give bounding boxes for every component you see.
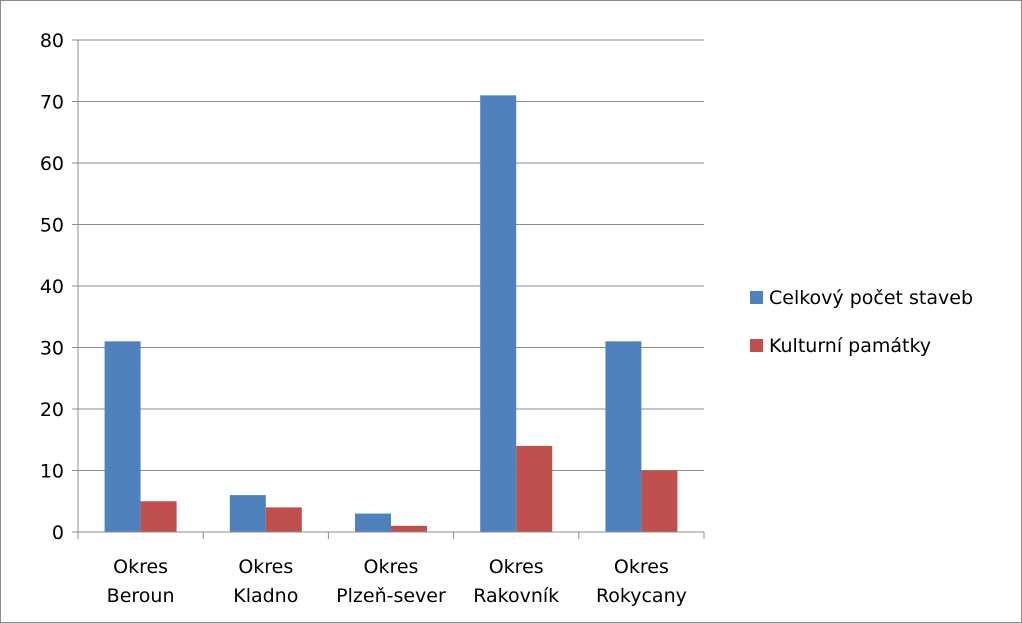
x-category-label: Plzeň-sever	[336, 585, 446, 607]
bar-total-0	[104, 341, 141, 532]
bar-monuments-1	[265, 507, 302, 532]
bar-monuments-4	[641, 470, 678, 532]
x-category-label: Rokycany	[596, 585, 687, 607]
y-tick-label: 30	[40, 338, 64, 360]
legend: Celkový počet staveb Kulturní památky	[750, 287, 973, 357]
legend-label: Kulturní památky	[769, 335, 931, 357]
y-tick-label: 50	[40, 215, 64, 237]
legend-swatch	[750, 339, 763, 352]
gridlines	[78, 39, 704, 471]
x-category-labels: Okres Beroun Okres Kladno Okres Plzeň-sever Ok…	[107, 556, 687, 607]
y-tick-label: 80	[40, 30, 64, 52]
x-category-label: Rakovník	[473, 585, 559, 607]
y-tick-labels: 0 10 20 30 40 50 60 70 80	[40, 30, 64, 544]
bar-total-2	[355, 513, 391, 532]
y-tick-label: 0	[52, 522, 64, 544]
bar-monuments-3	[516, 445, 553, 532]
x-category-label: Okres	[614, 556, 669, 578]
legend-swatch	[750, 291, 763, 304]
x-category-label: Okres	[489, 556, 544, 578]
x-category-label: Okres	[113, 556, 168, 578]
legend-label: Celkový počet staveb	[769, 287, 973, 309]
x-category-label: Beroun	[107, 585, 175, 607]
y-tick-label: 10	[40, 461, 64, 483]
x-category-label: Kladno	[233, 585, 298, 607]
bars	[104, 95, 678, 532]
x-category-label: Okres	[238, 556, 293, 578]
bar-monuments-2	[391, 525, 427, 532]
y-tick-label: 70	[40, 92, 64, 114]
bar-monuments-0	[140, 501, 177, 532]
x-category-label: Okres	[364, 556, 419, 578]
bar-total-4	[605, 341, 642, 532]
axes	[72, 39, 705, 539]
y-tick-label: 60	[40, 153, 64, 175]
y-tick-label: 20	[40, 399, 64, 421]
bar-total-1	[229, 495, 266, 532]
y-tick-label: 40	[40, 276, 64, 298]
bar-total-3	[480, 95, 517, 532]
